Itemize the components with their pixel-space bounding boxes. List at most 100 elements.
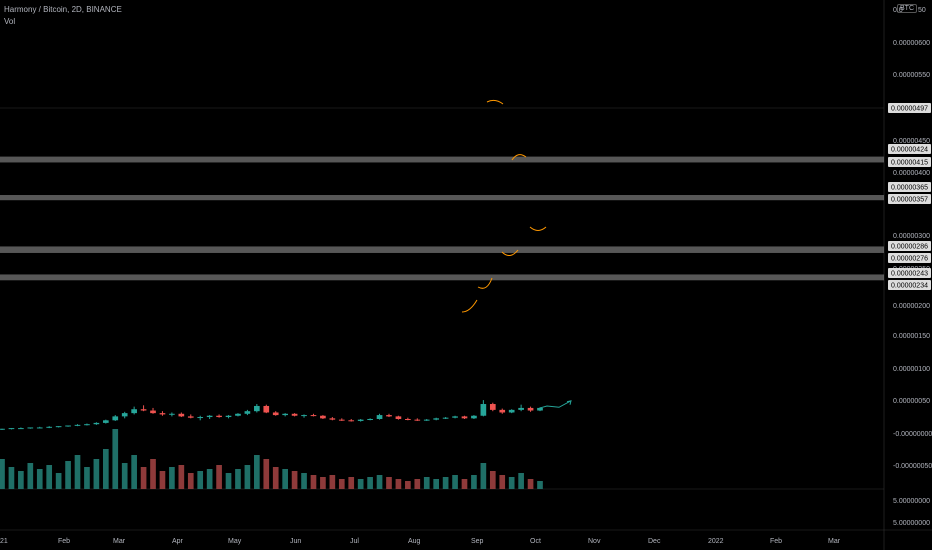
price-tag-box [888,241,931,251]
candle-body [225,415,232,418]
price-tag-box [888,144,931,154]
price-tag: 0.00000286 [891,244,928,251]
volume-bar [452,475,458,489]
candle-body [395,416,402,419]
price-tag: 0.00000424 [891,147,928,154]
projection-line [539,400,572,409]
candle-body [414,419,421,421]
candle-body [508,409,515,413]
volume-bar [225,473,232,489]
candle-body [254,405,260,412]
time-label: 21 [0,538,8,545]
candle-body [216,415,222,418]
volume-bar [140,467,147,489]
candle-body [140,409,147,411]
volume-bar [499,475,506,489]
volume-bar [206,469,213,489]
volume-bar [423,477,430,489]
volume-bar [121,463,128,489]
volume-bar [518,473,524,489]
price-tag: 0.00000365 [891,185,928,192]
volume-bar [84,467,90,489]
time-label: Jun [290,538,301,545]
candle-body [36,427,43,429]
volume-bar [320,477,326,489]
arc-top-2 [511,154,527,161]
volume-bar [8,467,15,489]
volume-bar [405,481,411,489]
time-label: 2022 [708,538,724,545]
arc-top-1 [486,99,504,105]
candle-body [187,416,194,418]
volume-bar [27,463,34,489]
candle-body [0,428,5,430]
volume-bar [187,473,194,489]
candle-body [112,416,119,421]
candle-body [461,416,468,419]
volume-bar [93,459,100,489]
volume-bar [338,479,345,489]
zone-2 [0,246,884,253]
time-label: Oct [530,538,541,545]
annotations [461,99,572,409]
price-axis-label: 0.00000200 [893,303,930,310]
price-tag: 0.00000276 [891,256,928,263]
volume-bar [329,475,336,489]
volume-bar [301,473,307,489]
price-axis-label: 0.00000150 [893,333,930,340]
candle-body [263,405,270,413]
candle-body [357,419,364,421]
candle-body [169,413,175,415]
symbol-title[interactable]: Harmony / Bitcoin, 2D, BINANCE [4,5,122,14]
volume-bar [55,473,62,489]
candle-body [480,404,487,416]
time-label: Aug [408,538,421,545]
candle-body [386,415,392,417]
candle-body [131,409,137,414]
candle-body [150,410,156,414]
candle-body [102,420,109,423]
time-label: Jul [350,538,359,545]
volume-indicator-label[interactable]: Vol [4,17,16,26]
candle-body [244,411,251,414]
volume-bar [112,429,119,489]
price-tag: 0.00000234 [891,283,928,290]
candle-body [46,426,53,428]
price-axis-top-label: 0.0 [893,7,903,14]
support-resistance-zones [0,156,884,281]
candle-body [93,422,100,425]
projection-arrow-icon [566,400,572,405]
candle-body [518,407,524,410]
price-axis-label: 0.00000550 [893,72,930,79]
candle-body [197,417,204,419]
volume-bar [197,471,204,489]
candle-body [301,415,307,417]
volume-bar [442,477,449,489]
candle-body [442,417,449,419]
volume-bar [102,449,109,489]
time-axis[interactable]: 21 Feb Mar Apr May Jun Jul Aug Sep Oct Nov Dec 2022 F… [0,538,841,545]
time-label: Apr [172,538,184,545]
time-label: Sep [471,538,484,545]
price-tag: 0.00000497 [891,106,928,113]
volume-bar [272,467,279,489]
volume-bar [537,481,543,489]
volume-bar [235,469,241,489]
volume-bar [386,477,392,489]
volume-bar [480,463,487,489]
volume-bar [0,459,5,489]
candle-body [18,428,24,430]
volume-bar [282,469,288,489]
price-tag: 0.00000415 [891,160,928,167]
volume-bar [433,479,440,489]
volume-bar [471,475,477,489]
candle-body [499,409,506,413]
price-axis-label: 0.00000300 [893,233,930,240]
price-tag-box [888,103,931,113]
candle-body [282,413,288,416]
volume-axis-label: 5.00000000 [893,520,930,527]
currency-badge[interactable]: BTC [897,4,917,13]
price-axis[interactable]: 0.00000600 0.00000550 0.00000450 0.00000400… [888,7,932,527]
volume-axis-label: 5.00000000 [893,498,930,505]
